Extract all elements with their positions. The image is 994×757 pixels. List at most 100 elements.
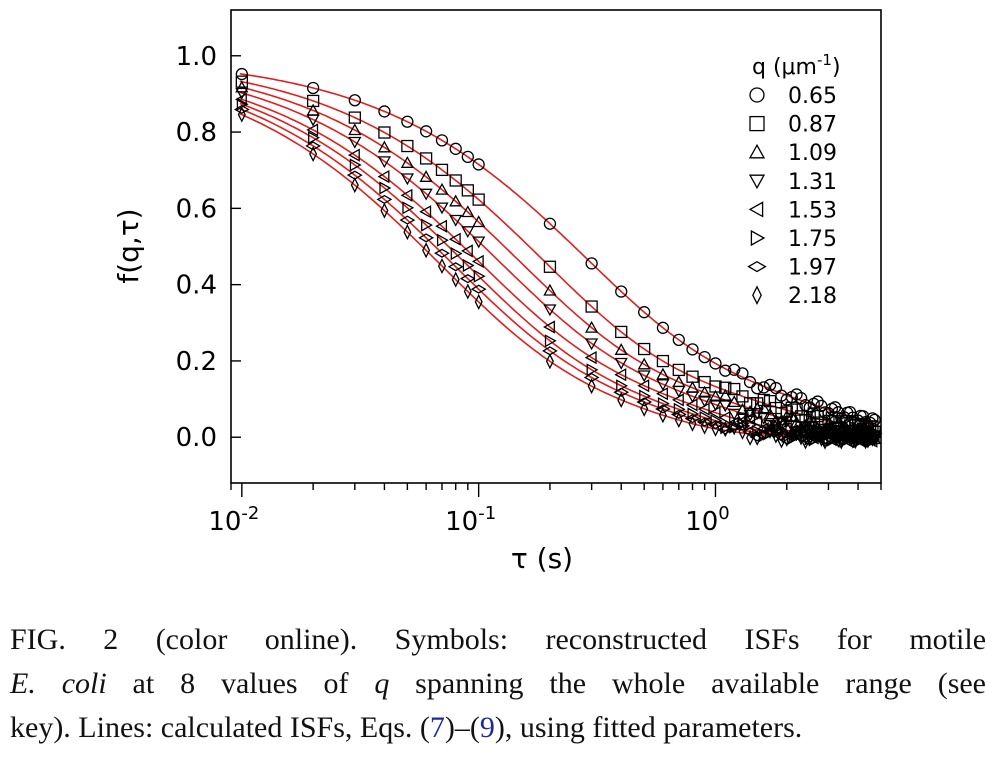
- data-point-q-0.65: [719, 364, 732, 377]
- data-point-q-0.87: [449, 174, 462, 187]
- y-tick-label: 0.0: [176, 423, 217, 453]
- data-point-q-1.53: [708, 406, 721, 420]
- data-point-q-2.18: [851, 433, 860, 450]
- y-tick-label: 0.4: [176, 271, 217, 301]
- legend-marker-q-1.53: [748, 201, 764, 218]
- data-point-q-2.18: [463, 283, 472, 300]
- data-point-q-2.18: [797, 429, 806, 446]
- data-point-q-1.97: [376, 194, 393, 205]
- data-point-q-1.53: [419, 205, 432, 219]
- data-point-q-1.53: [234, 92, 247, 107]
- data-point-q-1.31: [306, 114, 320, 127]
- data-point-q-1.31: [697, 395, 712, 408]
- x-axis-ticks: 10-2 10-1 100: [208, 483, 882, 537]
- data-point-q-0.87: [348, 111, 361, 124]
- data-point-q-0.87: [743, 397, 757, 410]
- data-point-q-1.31: [377, 156, 392, 169]
- data-point-q-2.18: [746, 429, 755, 446]
- legend-marker-q-2.18: [752, 285, 762, 306]
- data-point-q-0.65: [585, 257, 598, 270]
- data-point-q-1.53: [584, 350, 597, 365]
- data-point-q-2.18: [437, 257, 447, 275]
- data-point-q-2.18: [837, 433, 846, 450]
- legend-label-q-1.75: 1.75: [788, 227, 837, 252]
- data-point-q-2.18: [700, 418, 709, 435]
- data-point-q-1.31: [656, 379, 670, 392]
- data-point-q-0.65: [866, 412, 879, 425]
- data-point-q-1.75: [473, 269, 486, 283]
- legend-label-q-1.97: 1.97: [788, 256, 837, 281]
- plot-frame: [230, 9, 882, 484]
- data-point-q-1.53: [614, 368, 627, 382]
- data-point-q-1.31: [637, 370, 651, 383]
- data-point-q-0.87: [378, 126, 391, 139]
- data-point-q-1.09: [718, 388, 732, 401]
- data-point-q-0.65: [736, 367, 749, 380]
- data-point-q-2.18: [738, 423, 747, 440]
- data-point-q-0.65: [698, 350, 711, 364]
- data-point-q-2.18: [721, 421, 730, 438]
- data-point-q-0.65: [709, 357, 722, 370]
- data-point-q-0.87: [728, 382, 741, 396]
- data-point-q-0.65: [811, 395, 824, 408]
- equation-ref-9[interactable]: 9: [479, 711, 495, 744]
- data-point-q-2.18: [545, 353, 554, 370]
- data-point-q-1.31: [614, 357, 628, 370]
- data-point-q-1.75: [462, 258, 475, 273]
- data-point-q-1.31: [235, 87, 249, 100]
- data-point-q-1.53: [347, 148, 360, 162]
- data-point-q-1.09: [235, 80, 249, 93]
- equation-ref-7[interactable]: 7: [429, 711, 445, 744]
- legend-label-q-0.87: 0.87: [788, 113, 837, 138]
- data-point-q-2.18: [422, 242, 431, 259]
- data-point-q-1.53: [718, 410, 731, 425]
- data-point-q-0.87: [825, 411, 838, 424]
- data-point-q-1.75: [586, 363, 599, 377]
- data-point-q-1.31: [400, 173, 415, 186]
- data-point-q-1.75: [379, 181, 392, 195]
- data-point-q-1.53: [685, 398, 698, 412]
- caption-line-3: key). Lines: calculated ISFs, Eqs. (7)–(…: [10, 711, 803, 744]
- data-point-q-2.18: [848, 432, 857, 449]
- data-point-q-0.65: [449, 142, 462, 155]
- data-point-q-1.75: [402, 201, 415, 215]
- data-point-q-2.18: [866, 426, 875, 444]
- fit-line-q-1.31: [239, 91, 875, 438]
- data-point-q-0.87: [543, 260, 557, 273]
- data-point-q-1.53: [735, 414, 748, 428]
- data-point-q-2.18: [350, 177, 359, 194]
- data-point-q-0.65: [306, 81, 320, 95]
- data-point-q-2.18: [782, 430, 791, 447]
- data-point-q-2.18: [658, 407, 667, 424]
- data-point-q-1.09: [377, 140, 392, 153]
- data-point-q-1.09: [757, 401, 771, 414]
- fit-line-q-1.09: [239, 86, 875, 436]
- data-point-q-0.87: [656, 354, 670, 368]
- data-point-q-0.65: [543, 217, 557, 230]
- data-point-q-1.75: [236, 97, 249, 111]
- data-point-q-0.87: [785, 401, 798, 414]
- data-point-q-1.53: [867, 429, 880, 444]
- data-point-q-1.31: [685, 391, 700, 404]
- data-point-q-2.18: [403, 224, 412, 241]
- data-point-q-2.18: [451, 271, 460, 288]
- data-point-q-1.31: [727, 408, 741, 421]
- data-point-q-0.65: [378, 105, 391, 118]
- legend-marker-q-1.97: [747, 260, 767, 273]
- data-point-q-1.53: [306, 123, 319, 137]
- data-point-q-0.65: [686, 343, 699, 356]
- data-point-q-2.18: [853, 427, 863, 444]
- data-point-q-0.87: [615, 325, 628, 339]
- data-point-q-0.87: [719, 381, 732, 394]
- data-point-q-1.31: [708, 399, 723, 412]
- data-point-q-1.97: [447, 262, 464, 272]
- y-axis-ticks: 0.0 0.2 0.4 0.6 0.8 1.0: [176, 42, 241, 453]
- data-point-q-1.31: [348, 136, 362, 149]
- caption-line-1: FIG. 2 (color online). Symbols: reconstr…: [10, 623, 987, 656]
- data-point-q-1.97: [305, 141, 321, 151]
- fit-line-q-1.75: [239, 102, 875, 438]
- data-point-q-0.65: [868, 413, 881, 427]
- legend-marker-q-1.31: [748, 174, 766, 190]
- data-point-q-0.65: [751, 382, 764, 395]
- legend: q (μm-1) 0.65 0.87 1.09 1.31 1.53 1.75 1.97 2.1…: [747, 51, 841, 309]
